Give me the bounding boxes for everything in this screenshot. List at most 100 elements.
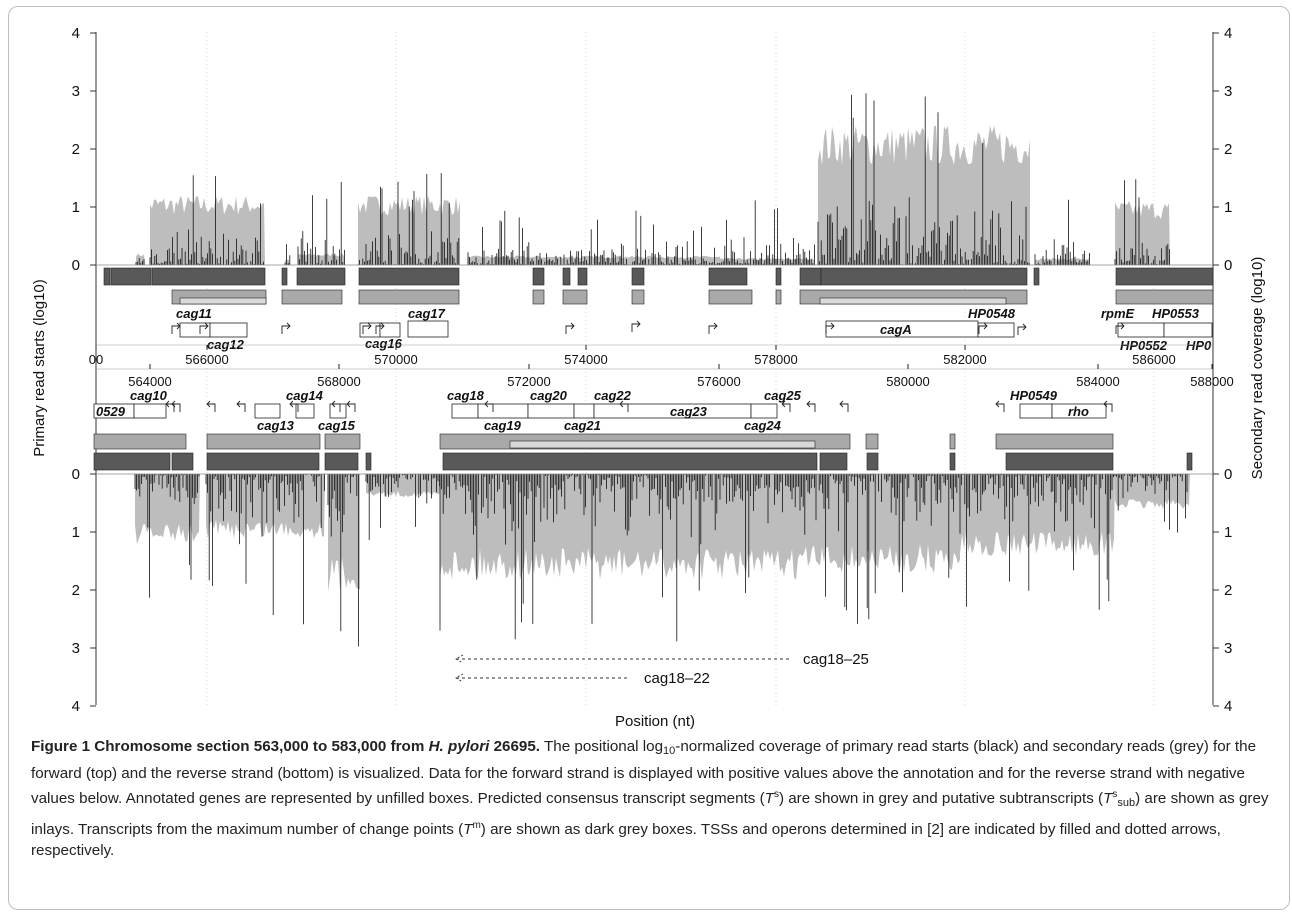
- gene-label: cag10: [130, 388, 168, 403]
- transcript-segment: [562, 289, 588, 305]
- gene-label: rpmE: [1101, 306, 1135, 321]
- gene-label: cag22: [594, 388, 632, 403]
- transcript-segment: [1033, 267, 1040, 286]
- transcript-segment: [324, 452, 359, 471]
- transcript-segment: [1005, 452, 1114, 471]
- transcript-segment: [775, 267, 782, 286]
- x-tick-label: 578000: [754, 352, 797, 367]
- transcript-segment: [1186, 452, 1193, 471]
- transcript-segment: [281, 289, 343, 305]
- x-tick-label: 580000: [886, 374, 929, 389]
- transcript-segment: [1115, 289, 1214, 305]
- x-tick-label: 586000: [1132, 352, 1175, 367]
- gene-box: [209, 322, 248, 338]
- tss-arrow: [171, 322, 181, 334]
- y-tick-label: 0: [1224, 257, 1232, 274]
- x-tick-label: 576000: [697, 374, 740, 389]
- reverse-coverage: [134, 474, 1190, 647]
- gene-box: [527, 403, 575, 419]
- transcript-segment: [819, 452, 848, 471]
- transcript-segment: [631, 289, 645, 305]
- transcript-segment: [865, 433, 879, 450]
- y-tick-label: 0: [72, 466, 80, 483]
- transcript-segment: [866, 452, 879, 471]
- figure-frame: [8, 6, 1290, 910]
- gene-box: [573, 403, 595, 419]
- x-tick-label: 582000: [943, 352, 986, 367]
- y-tick-label: 1: [1224, 524, 1232, 541]
- y-tick-label: 3: [1224, 640, 1232, 657]
- secondary-coverage-area: [960, 474, 1115, 556]
- caption-text-1b: -normalized coverage of primary read sta…: [31, 738, 1257, 807]
- primary-read-starts: [134, 474, 1189, 647]
- gene-label: cag23: [670, 404, 708, 419]
- x-tick-label: 564000: [128, 374, 171, 389]
- transcript-segment: [995, 433, 1114, 450]
- y-tick-label: 0: [1224, 466, 1232, 483]
- gene-box: [1019, 403, 1053, 419]
- caption-text-4: ) are shown as dark grey boxes. TSSs and…: [31, 820, 1221, 860]
- tss-arrow: [331, 400, 341, 412]
- tss-arrow: [565, 322, 575, 334]
- transcript-segment: [206, 433, 321, 450]
- secondary-coverage-area: [298, 253, 345, 265]
- y-tick-label: 3: [72, 83, 80, 100]
- operon-label: cag18–25: [803, 651, 869, 668]
- secondary-coverage-area: [1115, 474, 1190, 509]
- y-tick-label: 4: [1224, 25, 1232, 42]
- y-tick-label: 4: [72, 698, 80, 715]
- tss-arrow: [631, 320, 641, 332]
- tss-arrow: [375, 322, 385, 334]
- operon-label: cag18–22: [644, 670, 710, 687]
- tss-arrow: [781, 400, 791, 412]
- gene-label: cag16: [365, 336, 403, 351]
- tss-arrow: [1017, 323, 1027, 335]
- operon-arrowhead: [455, 654, 464, 664]
- y-tick-label: 2: [72, 141, 80, 158]
- caption-title: Figure 1 Chromosome section 563,000 to 5…: [31, 738, 425, 755]
- transcript-segment: [206, 452, 320, 471]
- x-axis-label: Position (nt): [615, 713, 695, 730]
- tss-arrow: [362, 322, 372, 334]
- gene-label: cagA: [880, 322, 912, 337]
- x-tick-label: 568000: [317, 374, 360, 389]
- transcript-segment: [509, 440, 816, 449]
- gene-box: [133, 403, 167, 419]
- gene-box: [1163, 322, 1213, 338]
- x-tick-label: 566000: [185, 352, 228, 367]
- transcript-segment: [562, 267, 571, 286]
- x-ticks: 00 566000 570000 574000 578000 582000 586000 56…: [89, 344, 1234, 389]
- gene-label: cag13: [257, 418, 295, 433]
- transcript-segment: [819, 297, 1007, 305]
- gene-box: [1051, 403, 1107, 419]
- transcript-segment: [532, 289, 545, 305]
- transcript-segment: [820, 267, 1028, 286]
- gene-box: [407, 320, 449, 338]
- operon-arrowhead: [455, 673, 464, 683]
- gene-box: [451, 403, 479, 419]
- y-tick-label: 4: [72, 25, 80, 42]
- gene-box: [977, 322, 1015, 338]
- y-tick-label: 0: [72, 257, 80, 274]
- gene-box: [254, 403, 281, 419]
- gene-label: cag21: [564, 418, 601, 433]
- transcript-segment: [103, 267, 111, 286]
- y-tick-label: 1: [72, 199, 80, 216]
- vertical-gridlines: [206, 32, 1155, 705]
- tss-arrow: [206, 400, 216, 412]
- caption-tm-symbol: T: [463, 820, 473, 838]
- secondary-coverage-area: [366, 474, 440, 498]
- y-tick-label: 2: [1224, 141, 1232, 158]
- tss-arrow: [708, 322, 718, 334]
- operon-arrows: cag18–25 cag18–22: [455, 651, 869, 687]
- y-tick-label: 3: [72, 640, 80, 657]
- gene-label: rho: [1068, 404, 1089, 419]
- secondary-coverage-area: [135, 474, 200, 545]
- secondary-coverage-area: [440, 474, 800, 580]
- caption-strain: 26695.: [493, 738, 541, 755]
- caption-tsub-sup: s: [1112, 789, 1118, 800]
- caption-ts-symbol: T: [764, 790, 774, 807]
- gene-label: cag24: [744, 418, 782, 433]
- tss-arrow: [825, 322, 835, 334]
